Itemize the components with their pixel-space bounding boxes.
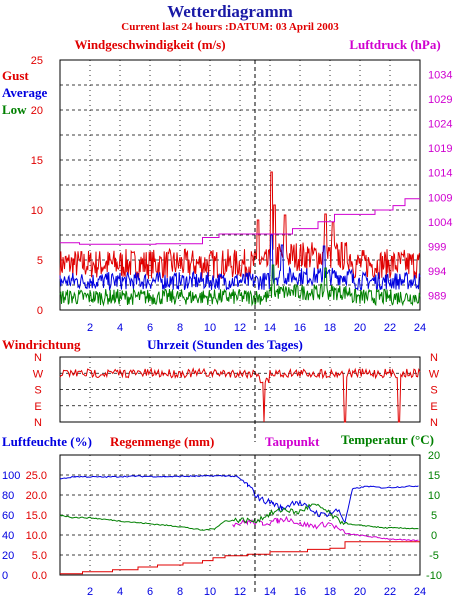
y-tick-label-rain: 20.0 bbox=[26, 490, 47, 502]
y-tick-label-temperature: 5 bbox=[431, 510, 437, 522]
x-tick-label: 22 bbox=[384, 322, 396, 334]
x-tick-label: 20 bbox=[354, 322, 366, 334]
legend-average: Average bbox=[2, 85, 47, 100]
x-axis-title: Uhrzeit (Stunden des Tages) bbox=[147, 337, 303, 352]
x-tick-label: 6 bbox=[147, 322, 153, 334]
x-tick-label: 2 bbox=[87, 322, 93, 334]
y-tick-label-direction: N bbox=[34, 352, 42, 364]
y-tick-label-rain: 25.0 bbox=[26, 470, 47, 482]
series-line-low bbox=[59, 264, 421, 307]
x-tick-label: 8 bbox=[177, 586, 183, 598]
y-tick-label-direction-right: N bbox=[430, 417, 438, 429]
y-tick-label-wind: 25 bbox=[31, 55, 43, 67]
x-tick-label: 16 bbox=[294, 586, 306, 598]
x-tick-label: 8 bbox=[177, 322, 183, 334]
x-tick-label: 18 bbox=[324, 586, 336, 598]
x-tick-label: 2 bbox=[87, 586, 93, 598]
series-line-luftfeuchte bbox=[59, 474, 419, 524]
temperature-title: Temperatur (°C) bbox=[341, 432, 434, 447]
y-tick-label-pressure: 1034 bbox=[428, 70, 452, 82]
y-tick-label-direction-right: S bbox=[430, 385, 437, 397]
y-tick-label-direction-right: E bbox=[430, 401, 437, 413]
y-tick-label-temperature: -10 bbox=[426, 570, 442, 582]
x-tick-label: 10 bbox=[204, 322, 216, 334]
series-line-windrichtung bbox=[59, 367, 421, 423]
y-tick-label-pressure: 1009 bbox=[428, 192, 452, 204]
page-title: Wetterdiagramm bbox=[167, 2, 293, 21]
y-tick-label-pressure: 1019 bbox=[428, 143, 452, 155]
series-line-gust bbox=[59, 171, 421, 280]
x-tick-label: 10 bbox=[204, 586, 216, 598]
x-tick-label: 4 bbox=[117, 586, 123, 598]
y-tick-label-temperature: 10 bbox=[428, 490, 440, 502]
y-tick-label-pressure: 1024 bbox=[428, 119, 452, 131]
y-tick-label-direction: S bbox=[34, 385, 41, 397]
y-tick-label-rain: 0.0 bbox=[32, 570, 47, 582]
y-tick-label-direction-right: W bbox=[429, 368, 440, 380]
x-tick-label: 6 bbox=[147, 586, 153, 598]
y-tick-label-temperature: 20 bbox=[428, 450, 440, 462]
x-tick-label: 4 bbox=[117, 322, 123, 334]
x-tick-label: 12 bbox=[234, 322, 246, 334]
y-tick-label-wind: 5 bbox=[37, 255, 43, 267]
series-line-temperatur bbox=[59, 503, 419, 531]
y-tick-label-temperature: 0 bbox=[431, 530, 437, 542]
y-tick-label-pressure: 989 bbox=[428, 290, 446, 302]
x-tick-label: 18 bbox=[324, 322, 336, 334]
y-tick-label-humidity: 20 bbox=[2, 550, 14, 562]
x-tick-label: 20 bbox=[354, 586, 366, 598]
y-tick-label-pressure: 994 bbox=[428, 266, 446, 278]
y-tick-label-humidity: 0 bbox=[2, 570, 8, 582]
y-tick-label-rain: 15.0 bbox=[26, 510, 47, 522]
legend-low: Low bbox=[2, 102, 27, 117]
humidity-title: Luftfeuchte (%) bbox=[2, 434, 92, 449]
series-line-average bbox=[59, 234, 421, 292]
x-tick-label: 14 bbox=[264, 322, 276, 334]
y-tick-label-humidity: 60 bbox=[2, 510, 14, 522]
y-tick-label-temperature: 15 bbox=[428, 470, 440, 482]
series-line-regenmenge bbox=[60, 541, 420, 575]
x-tick-label: 16 bbox=[294, 322, 306, 334]
y-tick-label-pressure: 1004 bbox=[428, 217, 452, 229]
wind-direction-title: Windrichtung bbox=[2, 337, 81, 352]
y-tick-label-wind: 0 bbox=[37, 305, 43, 317]
y-tick-label-rain: 5.0 bbox=[32, 550, 47, 562]
pressure-title: Luftdruck (hPa) bbox=[349, 37, 440, 52]
x-tick-label: 22 bbox=[384, 586, 396, 598]
series-line-taupunkt bbox=[232, 515, 419, 542]
y-tick-label-direction-right: N bbox=[430, 352, 438, 364]
y-tick-label-pressure: 1029 bbox=[428, 94, 452, 106]
legend-gust: Gust bbox=[2, 68, 29, 83]
series-line-luftdruck bbox=[60, 198, 420, 245]
y-tick-label-pressure: 1014 bbox=[428, 168, 452, 180]
y-tick-label-rain: 10.0 bbox=[26, 530, 47, 542]
y-tick-label-direction: W bbox=[33, 368, 44, 380]
y-tick-label-wind: 20 bbox=[31, 105, 43, 117]
page-subtitle: Current last 24 hours :DATUM: 03 April 2… bbox=[121, 21, 339, 33]
wind-speed-title: Windgeschwindigkeit (m/s) bbox=[74, 37, 225, 52]
rain-title: Regenmenge (mm) bbox=[110, 434, 214, 449]
y-tick-label-temperature: -5 bbox=[429, 550, 439, 562]
y-tick-label-humidity: 100 bbox=[2, 470, 20, 482]
y-tick-label-pressure: 999 bbox=[428, 241, 446, 253]
y-tick-label-direction: E bbox=[34, 401, 41, 413]
y-tick-label-wind: 15 bbox=[31, 155, 43, 167]
x-tick-label: 24 bbox=[414, 586, 426, 598]
y-tick-label-humidity: 40 bbox=[2, 530, 14, 542]
y-tick-label-humidity: 80 bbox=[2, 490, 14, 502]
y-tick-label-direction: N bbox=[34, 417, 42, 429]
x-tick-label: 14 bbox=[264, 586, 276, 598]
y-tick-label-wind: 10 bbox=[31, 205, 43, 217]
dewpoint-title: Taupunkt bbox=[265, 434, 320, 449]
x-tick-label: 12 bbox=[234, 586, 246, 598]
x-tick-label: 24 bbox=[414, 322, 426, 334]
